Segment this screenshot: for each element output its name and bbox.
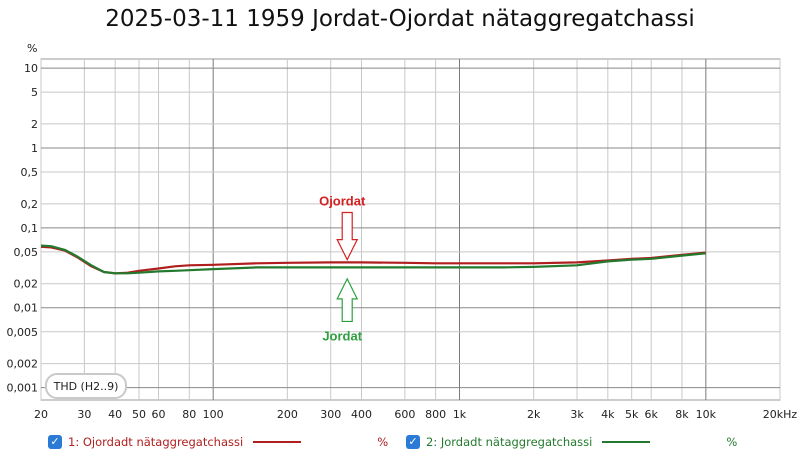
- legend-item-ojordadt[interactable]: ✓ 1: Ojordadt nätaggregatchassi %: [48, 433, 388, 451]
- tick-labels: 10 5 2 1 0,5 0,2 0,1 0,05 0,02 0,01 0,005 0,002 0,00…: [7, 42, 798, 421]
- x-tick-label: 200: [277, 408, 298, 421]
- x-tick-label: 50: [132, 408, 146, 421]
- x-tick-label: 4k: [601, 408, 615, 421]
- legend-swatch: [602, 441, 651, 443]
- legend-unit: %: [726, 435, 738, 449]
- x-tick-label: 6k: [645, 408, 659, 421]
- x-tick-label: 5k: [625, 408, 639, 421]
- y-tick-label: 0,2: [21, 198, 39, 211]
- y-tick-label: 0,005: [7, 326, 39, 339]
- chart-title: 2025-03-11 1959 Jordat-Ojordat nätaggreg…: [105, 6, 695, 32]
- x-tick-label: 20: [34, 408, 48, 421]
- y-tick-label: 0,02: [14, 278, 39, 291]
- legend-label: 2: Jordadt nätaggregatchassi: [426, 435, 593, 449]
- checkbox-icon[interactable]: ✓: [48, 435, 62, 449]
- legend-label: 1: Ojordadt nätaggregatchassi: [68, 435, 244, 449]
- x-tick-label: 30: [77, 408, 91, 421]
- y-tick-label: 10: [24, 62, 38, 75]
- legend-unit: %: [377, 435, 389, 449]
- thd-badge-label: THD (H2..9): [53, 380, 119, 393]
- x-tick-label: 100: [203, 408, 224, 421]
- y-tick-label: 0,01: [14, 302, 39, 315]
- annotation-label: Jordat: [322, 328, 362, 343]
- annotations: THD (H2..9) Ojordat Jordat: [45, 194, 366, 399]
- legend-swatch: [253, 441, 302, 443]
- x-tick-label: 3k: [570, 408, 584, 421]
- series-line: [40, 244, 706, 275]
- y-tick-label: 1: [31, 142, 38, 155]
- x-tick-label: 600: [394, 408, 415, 421]
- x-tick-label: 1k: [453, 408, 467, 421]
- y-tick-label: 0,002: [7, 358, 39, 371]
- y-tick-label: 0,1: [21, 222, 39, 235]
- x-tick-label: 800: [425, 408, 446, 421]
- y-tick-label: 2: [31, 118, 38, 131]
- x-tick-label: 40: [108, 408, 122, 421]
- series-lines: [40, 244, 706, 275]
- x-tick-label: 8k: [675, 408, 689, 421]
- annotation-arrow: [336, 277, 359, 323]
- legend-item-jordadt[interactable]: ✓ 2: Jordadt nätaggregatchassi %: [406, 433, 737, 451]
- x-tick-label: 20kHz: [763, 408, 798, 421]
- x-tick-label: 2k: [527, 408, 541, 421]
- x-tick-label: 10k: [696, 408, 717, 421]
- grid: [40, 58, 781, 401]
- y-tick-label: 0,001: [7, 382, 39, 395]
- annotation-arrow: [336, 211, 359, 261]
- series-line: [40, 245, 706, 275]
- plot-frame: [40, 58, 781, 401]
- x-tick-label: 400: [351, 408, 372, 421]
- y-axis-label: %: [27, 42, 37, 55]
- x-tick-label: 60: [152, 408, 166, 421]
- checkbox-icon[interactable]: ✓: [406, 435, 420, 449]
- thd-badge: [45, 373, 127, 399]
- y-tick-label: 0,05: [14, 246, 39, 259]
- annotation-label: Ojordat: [319, 194, 366, 209]
- x-tick-label: 80: [182, 408, 196, 421]
- x-tick-label: 300: [320, 408, 341, 421]
- y-tick-label: 5: [31, 86, 38, 99]
- y-tick-label: 0,5: [21, 166, 39, 179]
